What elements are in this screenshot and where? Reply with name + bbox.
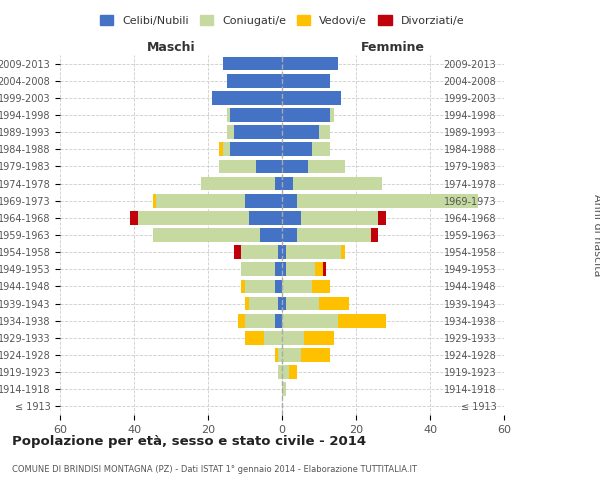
Bar [249,211,282,224]
Bar [230,108,282,122]
Bar [241,246,278,259]
Text: COMUNE DI BRINDISI MONTAGNA (PZ) - Dati ISTAT 1° gennaio 2014 - Elaborazione TUT: COMUNE DI BRINDISI MONTAGNA (PZ) - Dati … [12,465,417,474]
Bar [282,176,293,190]
Bar [286,246,341,259]
Bar [282,262,286,276]
Bar [234,246,241,259]
Bar [278,246,282,259]
Bar [282,194,297,207]
Bar [319,126,330,139]
Bar [323,262,326,276]
Text: Anni di nascita: Anni di nascita [592,194,600,276]
Bar [278,348,282,362]
Bar [282,56,337,70]
Bar [200,176,275,190]
Bar [282,228,297,242]
Bar [282,142,311,156]
Bar [301,348,330,362]
Bar [241,280,245,293]
Bar [282,280,311,293]
Text: Maschi: Maschi [146,41,196,54]
Bar [152,194,156,207]
Text: Femmine: Femmine [361,41,425,54]
Bar [152,228,260,242]
Bar [263,331,282,344]
Bar [245,296,249,310]
Bar [282,296,286,310]
Bar [212,91,282,104]
Bar [282,348,301,362]
Bar [275,314,282,328]
Bar [227,108,230,122]
Bar [230,142,282,156]
Bar [275,348,278,362]
Bar [301,211,378,224]
Bar [378,211,386,224]
Bar [282,246,286,259]
Bar [282,314,337,328]
Bar [130,211,138,224]
Bar [297,194,478,207]
Bar [278,296,282,310]
Bar [289,366,297,379]
Bar [275,280,282,293]
Bar [341,246,345,259]
Bar [282,331,304,344]
Bar [245,331,263,344]
Bar [282,382,286,396]
Bar [219,160,256,173]
Bar [227,74,282,88]
Bar [282,126,319,139]
Bar [156,194,245,207]
Bar [275,262,282,276]
Bar [227,126,234,139]
Bar [330,108,334,122]
Bar [319,296,349,310]
Bar [275,176,282,190]
Bar [256,160,282,173]
Legend: Celibi/Nubili, Coniugati/e, Vedovi/e, Divorziati/e: Celibi/Nubili, Coniugati/e, Vedovi/e, Di… [95,10,469,30]
Bar [293,176,382,190]
Bar [219,142,223,156]
Bar [282,211,301,224]
Bar [337,314,386,328]
Bar [282,91,341,104]
Bar [282,74,330,88]
Bar [311,142,330,156]
Bar [282,108,330,122]
Bar [241,262,275,276]
Bar [308,160,345,173]
Bar [286,296,319,310]
Bar [260,228,282,242]
Bar [278,366,282,379]
Bar [245,280,275,293]
Bar [282,366,289,379]
Bar [238,314,245,328]
Bar [304,331,334,344]
Bar [311,280,330,293]
Bar [282,160,308,173]
Bar [316,262,323,276]
Bar [223,56,282,70]
Bar [234,126,282,139]
Bar [138,211,249,224]
Bar [245,314,275,328]
Bar [297,228,371,242]
Bar [371,228,378,242]
Bar [223,142,230,156]
Bar [249,296,278,310]
Text: Popolazione per età, sesso e stato civile - 2014: Popolazione per età, sesso e stato civil… [12,435,366,448]
Bar [245,194,282,207]
Bar [286,262,316,276]
